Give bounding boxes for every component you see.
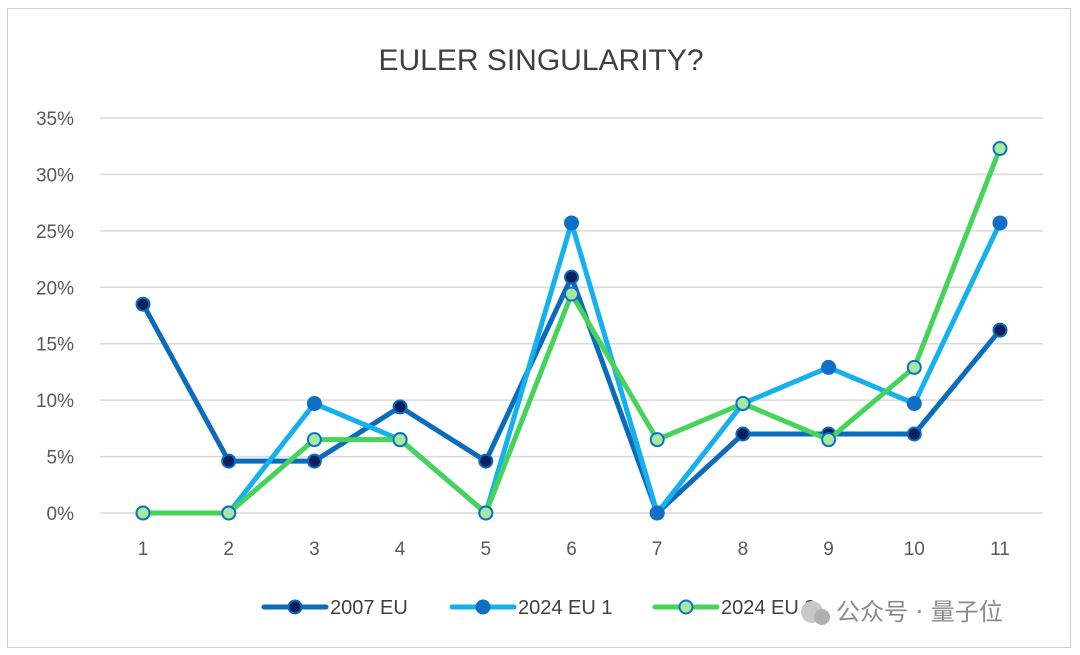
y-tick-label: 5%: [47, 448, 75, 469]
x-tick-label: 2: [223, 539, 234, 560]
watermark: 公众号 · 量子位: [801, 598, 1003, 626]
data-point: [564, 286, 579, 302]
data-point: [992, 140, 1008, 156]
data-point: [821, 359, 837, 375]
legend-item: 2024 EU 1: [449, 597, 613, 619]
data-point: [392, 432, 408, 448]
y-tick-label: 10%: [36, 391, 74, 412]
x-tick-label: 1: [138, 539, 149, 560]
x-tick-label: 5: [481, 539, 492, 560]
legend-marker: [678, 599, 694, 615]
data-point: [992, 322, 1008, 338]
data-point: [306, 432, 322, 448]
y-tick-label: 30%: [36, 165, 74, 186]
y-tick-label: 15%: [36, 335, 74, 356]
x-tick-label: 9: [823, 539, 834, 560]
data-point: [649, 505, 665, 521]
data-point: [564, 215, 579, 231]
data-point: [649, 432, 665, 448]
data-point: [221, 505, 237, 521]
legend-item: 2007 EU: [261, 597, 408, 619]
svg-text:公众号 · 量子位: 公众号 · 量子位: [836, 598, 1003, 626]
series-2024-eu-2: [135, 140, 1008, 521]
y-tick-label: 0%: [47, 504, 75, 525]
legend-label: 2007 EU: [330, 597, 408, 619]
data-point: [735, 426, 751, 442]
x-tick-label: 11: [990, 539, 1010, 560]
y-tick-label: 20%: [36, 278, 74, 299]
chart-title: EULER SINGULARITY?: [378, 44, 703, 77]
data-point: [135, 296, 151, 312]
x-tick-label: 10: [904, 539, 925, 560]
data-point: [906, 359, 922, 375]
x-tick-label: 3: [309, 539, 320, 560]
data-point: [392, 399, 408, 415]
legend-label: 2024 EU 1: [518, 597, 613, 619]
x-tick-label: 6: [566, 539, 577, 560]
data-point: [221, 453, 237, 469]
legend-label: 2024 EU 2: [721, 597, 816, 619]
data-point: [478, 505, 494, 521]
x-tick-label: 8: [738, 539, 749, 560]
data-point: [992, 215, 1008, 231]
x-tick-label: 7: [652, 539, 663, 560]
data-point: [306, 453, 322, 469]
data-point: [135, 505, 151, 521]
data-point: [906, 426, 922, 442]
data-point: [306, 396, 322, 412]
y-tick-label: 35%: [36, 109, 74, 130]
data-point: [564, 269, 579, 285]
series-line: [143, 220, 1003, 516]
data-point: [735, 396, 751, 412]
legend-item: 2024 EU 2: [652, 597, 816, 619]
legend-marker: [287, 599, 303, 615]
y-tick-label: 25%: [36, 222, 74, 243]
data-point: [906, 396, 922, 412]
legend-marker: [475, 599, 491, 615]
data-point: [821, 432, 837, 448]
x-tick-label: 4: [395, 539, 406, 560]
data-point: [478, 453, 494, 469]
series-2024-eu-1: [135, 215, 1008, 521]
